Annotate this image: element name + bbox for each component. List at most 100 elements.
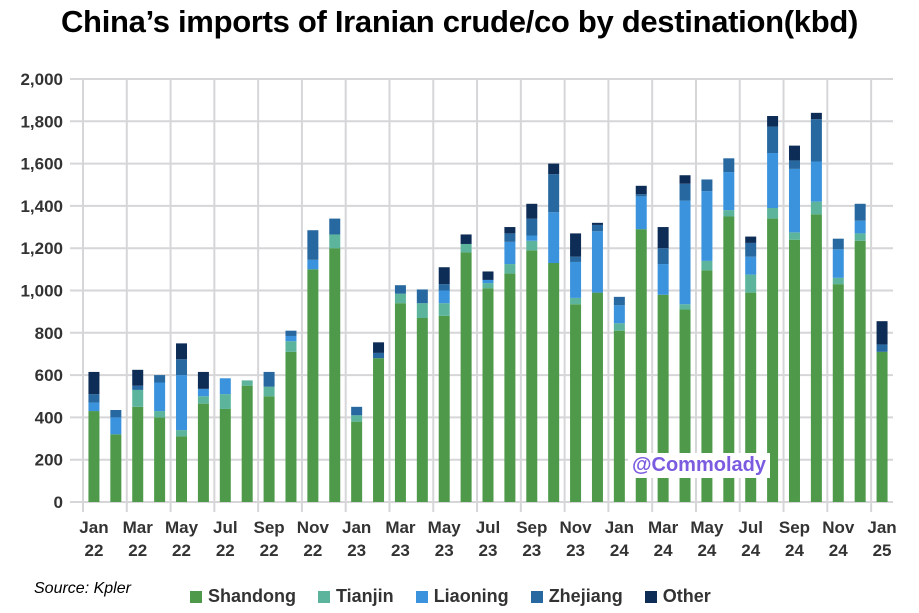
legend: Shandong Tianjin Liaoning Zhejiang Other — [190, 586, 711, 607]
bar-tianjin — [154, 411, 166, 418]
bar-liaoning — [197, 388, 209, 397]
bar-shandong — [701, 270, 713, 502]
x-tick-label: 22 — [128, 541, 147, 560]
bar-zhejiang — [416, 289, 428, 304]
bar-other — [197, 371, 209, 389]
x-tick-label: 25 — [873, 541, 892, 560]
x-tick-label: Mar — [648, 518, 679, 537]
y-tick-label: 400 — [35, 408, 63, 427]
x-tick-label: Nov — [822, 518, 855, 537]
legend-swatch — [318, 590, 330, 603]
bar-tianjin — [570, 297, 582, 305]
bar-other — [460, 234, 472, 244]
bar-other — [176, 343, 188, 360]
bar-shandong — [570, 304, 582, 502]
bar-shandong — [263, 396, 275, 502]
bar-other — [570, 233, 582, 257]
bar-zhejiang — [548, 174, 560, 213]
bar-zhejiang — [788, 160, 800, 169]
bar-tianjin — [285, 341, 297, 352]
bar-tianjin — [832, 277, 844, 285]
legend-swatch — [530, 590, 543, 603]
legend-item-other: Other — [644, 586, 711, 607]
bar-zhejiang — [613, 296, 625, 306]
bar-shandong — [88, 411, 100, 502]
bar-zhejiang — [679, 183, 691, 201]
bar-zhejiang — [373, 352, 385, 359]
bar-tianjin — [460, 243, 472, 253]
bar-liaoning — [570, 261, 582, 298]
bar-tianjin — [854, 233, 866, 241]
bar-other — [591, 222, 603, 225]
y-tick-label: 1,000 — [20, 282, 63, 301]
bar-other — [745, 236, 757, 243]
bar-tianjin — [176, 430, 188, 437]
bar-zhejiang — [263, 371, 275, 387]
x-tick-label: 23 — [479, 541, 498, 560]
bar-shandong — [657, 294, 669, 502]
bar-shandong — [788, 239, 800, 503]
x-tick-label: 24 — [741, 541, 760, 560]
bar-zhejiang — [394, 285, 406, 294]
bar-zhejiang — [832, 238, 844, 250]
watermark: @Commolady — [628, 453, 770, 478]
bar-liaoning — [788, 168, 800, 233]
bar-tianjin — [482, 283, 494, 289]
bar-shandong — [613, 330, 625, 502]
bar-liaoning — [110, 417, 122, 435]
bar-shandong — [154, 417, 166, 502]
bar-shandong — [351, 421, 363, 502]
bar-other — [635, 185, 647, 195]
bar-other — [438, 267, 450, 285]
bar-tianjin — [723, 210, 735, 217]
bar-zhejiang — [351, 406, 363, 416]
bar-shandong — [307, 269, 319, 502]
bar-zhejiang — [570, 256, 582, 262]
legend-item-tianjin: Tianjin — [318, 586, 394, 607]
bar-tianjin — [679, 304, 691, 310]
source-note: Source: Kpler — [34, 580, 131, 597]
bar-zhejiang — [876, 344, 888, 352]
x-tick-label: 24 — [829, 541, 848, 560]
legend-label: Zhejiang — [548, 586, 623, 606]
bar-tianjin — [745, 274, 757, 293]
legend-item-liaoning: Liaoning — [415, 586, 509, 607]
bar-liaoning — [832, 249, 844, 278]
legend-swatch — [644, 590, 657, 603]
y-tick-label: 1,400 — [20, 197, 63, 216]
bar-tianjin — [197, 396, 209, 404]
bar-zhejiang — [767, 126, 779, 154]
x-tick-label: 24 — [785, 541, 804, 560]
bar-shandong — [482, 288, 494, 502]
bar-liaoning — [482, 279, 494, 284]
bar-zhejiang — [504, 233, 516, 242]
bar-shandong — [132, 406, 144, 502]
bar-shandong — [767, 218, 779, 502]
x-tick-label: 22 — [84, 541, 103, 560]
bar-tianjin — [329, 234, 341, 249]
bar-liaoning — [613, 305, 625, 324]
x-tick-label: 24 — [654, 541, 673, 560]
bar-other — [548, 163, 560, 175]
x-tick-label: 24 — [697, 541, 716, 560]
x-tick-label: Mar — [123, 518, 154, 537]
bar-liaoning — [548, 212, 560, 264]
legend-label: Other — [662, 586, 711, 606]
x-tick-label: Nov — [297, 518, 330, 537]
bar-tianjin — [526, 240, 538, 251]
x-tick-label: Jan — [605, 518, 634, 537]
bar-zhejiang — [285, 330, 297, 336]
y-tick-label: 2,000 — [20, 70, 63, 89]
y-tick-label: 800 — [35, 324, 63, 343]
bar-other — [876, 321, 888, 345]
x-tick-label: 23 — [391, 541, 410, 560]
bar-shandong — [591, 292, 603, 502]
bar-liaoning — [591, 231, 603, 293]
bar-shandong — [460, 252, 472, 502]
bar-shandong — [197, 403, 209, 502]
legend-item-shandong: Shandong — [190, 586, 296, 607]
x-tick-label: Jul — [213, 518, 238, 537]
bar-tianjin — [241, 380, 253, 386]
bar-zhejiang — [854, 203, 866, 221]
y-tick-label: 0 — [54, 493, 63, 512]
